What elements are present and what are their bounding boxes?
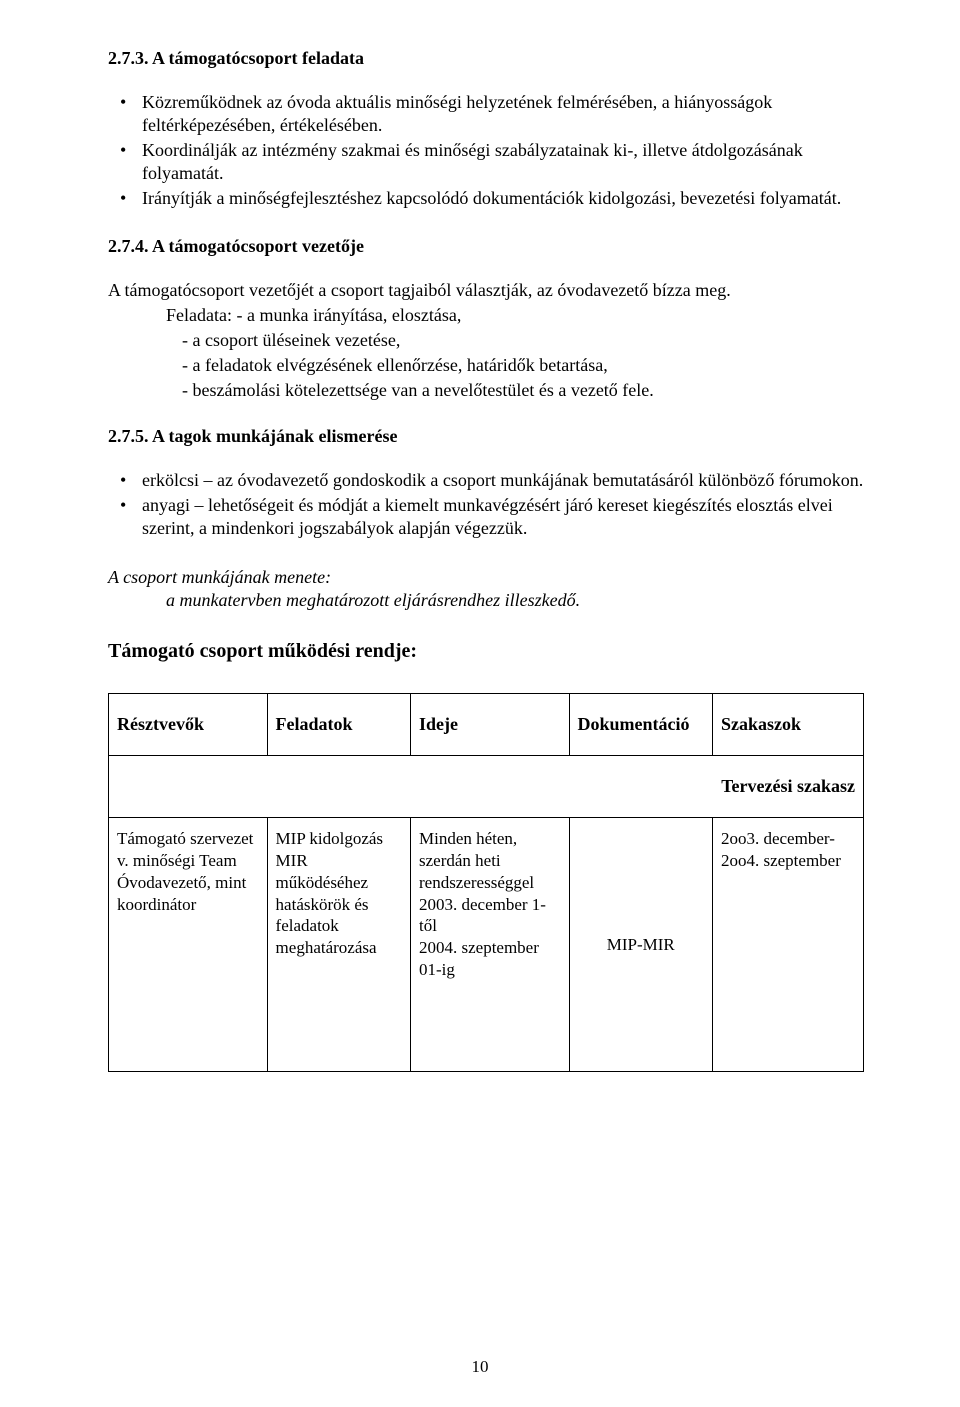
- table-header: Résztvevők: [109, 694, 268, 756]
- paragraph-274-feladata: Feladata: - a munka irányítása, elosztás…: [108, 304, 864, 327]
- bullet-list-273: Közreműködnek az óvoda aktuális minőségi…: [108, 91, 864, 210]
- table-cell-empty: [267, 756, 410, 818]
- paragraph-274-intro: A támogatócsoport vezetőjét a csoport ta…: [108, 279, 864, 302]
- table-cell: 2oo3. december-2oo4. szeptember: [712, 818, 863, 1071]
- paragraph-menete-1: A csoport munkájának menete:: [108, 566, 864, 589]
- table-header-row: Résztvevők Feladatok Ideje Dokumentáció …: [109, 694, 864, 756]
- table-header: Dokumentáció: [569, 694, 712, 756]
- list-item: anyagi – lehetőségeit és módját a kiemel…: [142, 494, 864, 540]
- table-cell: Minden héten, szerdán heti rendszeresség…: [410, 818, 569, 1071]
- table-cell: MIP kidolgozásMIR működéséhez hatáskörök…: [267, 818, 410, 1071]
- table-row: Támogató szervezetv. minőségi TeamÓvodav…: [109, 818, 864, 1071]
- paragraph-274-sub: - a feladatok elvégzésének ellenőrzése, …: [108, 354, 864, 377]
- document-page: 2.7.3. A támogatócsoport feladata Közrem…: [0, 0, 960, 1407]
- paragraph-menete-2: a munkatervben meghatározott eljárásrend…: [108, 589, 864, 612]
- table-cell-empty: [109, 756, 268, 818]
- heading-274: 2.7.4. A támogatócsoport vezetője: [108, 236, 864, 257]
- list-item: Irányítják a minőségfejlesztéshez kapcso…: [142, 187, 864, 210]
- heading-275: 2.7.5. A tagok munkájának elismerése: [108, 426, 864, 447]
- list-item: Koordinálják az intézmény szakmai és min…: [142, 139, 864, 185]
- paragraph-274-sub: - a csoport üléseinek vezetése,: [108, 329, 864, 352]
- list-item: Közreműködnek az óvoda aktuális minőségi…: [142, 91, 864, 137]
- table-cell-empty: [569, 756, 712, 818]
- heading-rendje: Támogató csoport működési rendje:: [108, 640, 864, 663]
- bullet-list-275: erkölcsi – az óvodavezető gondoskodik a …: [108, 469, 864, 540]
- table-header: Ideje: [410, 694, 569, 756]
- heading-273: 2.7.3. A támogatócsoport feladata: [108, 48, 864, 69]
- paragraph-274-sub: - beszámolási kötelezettsége van a nevel…: [108, 379, 864, 402]
- table-phase-label: Tervezési szakasz: [712, 756, 863, 818]
- table-cell-empty: [410, 756, 569, 818]
- schedule-table: Résztvevők Feladatok Ideje Dokumentáció …: [108, 693, 864, 1071]
- table-phase-row: Tervezési szakasz: [109, 756, 864, 818]
- table-cell: Támogató szervezetv. minőségi TeamÓvodav…: [109, 818, 268, 1071]
- table-header: Szakaszok: [712, 694, 863, 756]
- page-number: 10: [0, 1357, 960, 1377]
- list-item: erkölcsi – az óvodavezető gondoskodik a …: [142, 469, 864, 492]
- table-cell: MIP-MIR: [569, 818, 712, 1071]
- table-header: Feladatok: [267, 694, 410, 756]
